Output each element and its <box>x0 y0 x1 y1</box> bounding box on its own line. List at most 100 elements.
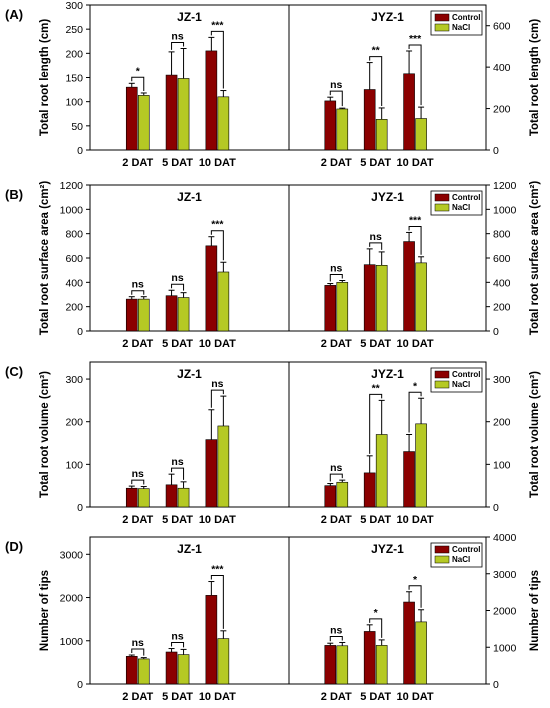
bar-nacl <box>336 282 349 332</box>
ytick-label-left: 600 <box>65 253 83 265</box>
significance-bracket <box>369 618 383 638</box>
ytick-label-left: 1200 <box>60 180 84 192</box>
significance-label: *** <box>211 219 224 231</box>
significance-bracket <box>329 90 343 107</box>
xtick-label: 10 DAT <box>397 691 434 703</box>
bar-control <box>363 89 376 151</box>
significance-label: ns <box>330 263 342 275</box>
bar-control <box>363 631 376 685</box>
significance-bracket <box>408 391 422 433</box>
bar-nacl <box>177 654 190 685</box>
xtick-label: 2 DAT <box>122 514 153 526</box>
significance-bracket <box>210 389 224 408</box>
ylabel-right: Total root length (cm) <box>529 19 541 137</box>
bar-nacl <box>177 78 190 151</box>
bar-nacl <box>375 434 388 508</box>
significance-bracket <box>171 283 185 291</box>
bar-control <box>165 295 178 332</box>
significance-bracket <box>369 242 383 250</box>
significance-bracket <box>369 56 383 106</box>
xtick-label: 2 DAT <box>122 338 153 350</box>
ytick-label-left: 50 <box>71 121 83 133</box>
significance-label: ns <box>171 456 183 468</box>
panel-title: JZ-1 <box>177 367 202 381</box>
xtick-label: 5 DAT <box>162 338 193 350</box>
panel-frame-left <box>89 536 290 685</box>
ytick-label-left: 2000 <box>60 593 84 605</box>
xtick-label: 5 DAT <box>360 514 391 526</box>
ytick-label-right: 800 <box>493 229 511 241</box>
legend-label: NaCl <box>452 203 470 212</box>
panel-frame-left <box>89 184 290 332</box>
bar-control <box>205 595 218 685</box>
xtick-label: 2 DAT <box>321 338 352 350</box>
significance-bracket <box>329 635 343 642</box>
xtick-label: 5 DAT <box>162 157 193 169</box>
significance-label: ns <box>132 468 144 480</box>
ytick-label-right: 100 <box>493 459 511 471</box>
bar-control <box>403 73 415 151</box>
significance-label: *** <box>211 19 224 31</box>
bar-control <box>324 285 337 332</box>
panel-title: JYZ-1 <box>371 542 404 556</box>
bar-nacl <box>415 262 427 332</box>
bar-control <box>205 439 218 508</box>
significance-bracket <box>408 225 422 255</box>
significance-bracket <box>131 76 145 91</box>
significance-label: * <box>413 574 418 586</box>
chart-4: (D) 0 1000 2000 3000 0 1000 2000 3000 4000 Number … <box>5 532 541 703</box>
xtick-label: 10 DAT <box>199 514 236 526</box>
ytick-label-right: 200 <box>493 104 511 116</box>
significance-label: ns <box>330 624 342 636</box>
bar-nacl <box>336 108 349 151</box>
ytick-label-right: 0 <box>493 679 499 691</box>
significance-bracket <box>131 648 145 656</box>
bar-nacl <box>217 638 230 685</box>
bar-nacl <box>415 621 427 685</box>
ytick-label-right: 3000 <box>493 569 517 581</box>
ytick-label-left: 0 <box>77 502 83 514</box>
panel-title: JYZ-1 <box>371 10 404 24</box>
bar-nacl <box>137 658 150 685</box>
legend-label: Control <box>452 193 480 202</box>
significance-label: * <box>136 65 141 77</box>
panel-title: JZ-1 <box>177 190 202 204</box>
ytick-label-left: 0 <box>77 145 83 157</box>
ytick-label-right: 600 <box>493 21 511 33</box>
ytick-label-left: 1000 <box>60 636 84 648</box>
xtick-label: 2 DAT <box>122 157 153 169</box>
significance-bracket <box>329 473 343 482</box>
significance-bracket <box>329 274 343 282</box>
panel-frame-left <box>89 361 290 508</box>
ylabel-right: Number of tips <box>529 570 541 651</box>
significance-label: *** <box>409 33 422 45</box>
ytick-label-right: 4000 <box>493 532 517 544</box>
panel-title: JYZ-1 <box>371 190 404 204</box>
ytick-label-right: 0 <box>493 145 499 157</box>
legend-swatch-control <box>434 193 450 202</box>
significance-bracket <box>210 230 224 261</box>
significance-label: ** <box>372 45 381 57</box>
ytick-label-right: 600 <box>493 253 511 265</box>
legend-swatch-control <box>434 370 450 379</box>
chart-3: (C) 0 100 200 300 0 100 200 300 Total root volume… <box>5 361 541 526</box>
bar-nacl <box>336 481 349 508</box>
bar-control <box>125 656 138 685</box>
significance-bracket <box>210 30 224 89</box>
ytick-label-left: 100 <box>65 97 83 109</box>
chart-2: (B) 0 200 400 600 800 1000 1200 0 200 400 600 800 100… <box>5 180 541 350</box>
ytick-label-right: 400 <box>493 62 511 74</box>
xtick-label: 5 DAT <box>360 338 391 350</box>
significance-bracket <box>369 393 383 454</box>
ylabel-left: Total root length (cm) <box>39 19 51 137</box>
bar-control <box>125 298 138 332</box>
bar-control <box>165 74 178 151</box>
bar-control <box>403 451 415 508</box>
ytick-label-left: 400 <box>65 277 83 289</box>
panel-label: (D) <box>5 539 23 554</box>
ylabel-left: Number of tips <box>39 570 51 651</box>
panel-label: (C) <box>5 364 23 379</box>
legend-swatch-nacl <box>434 380 450 389</box>
ytick-label-left: 3000 <box>60 549 84 561</box>
